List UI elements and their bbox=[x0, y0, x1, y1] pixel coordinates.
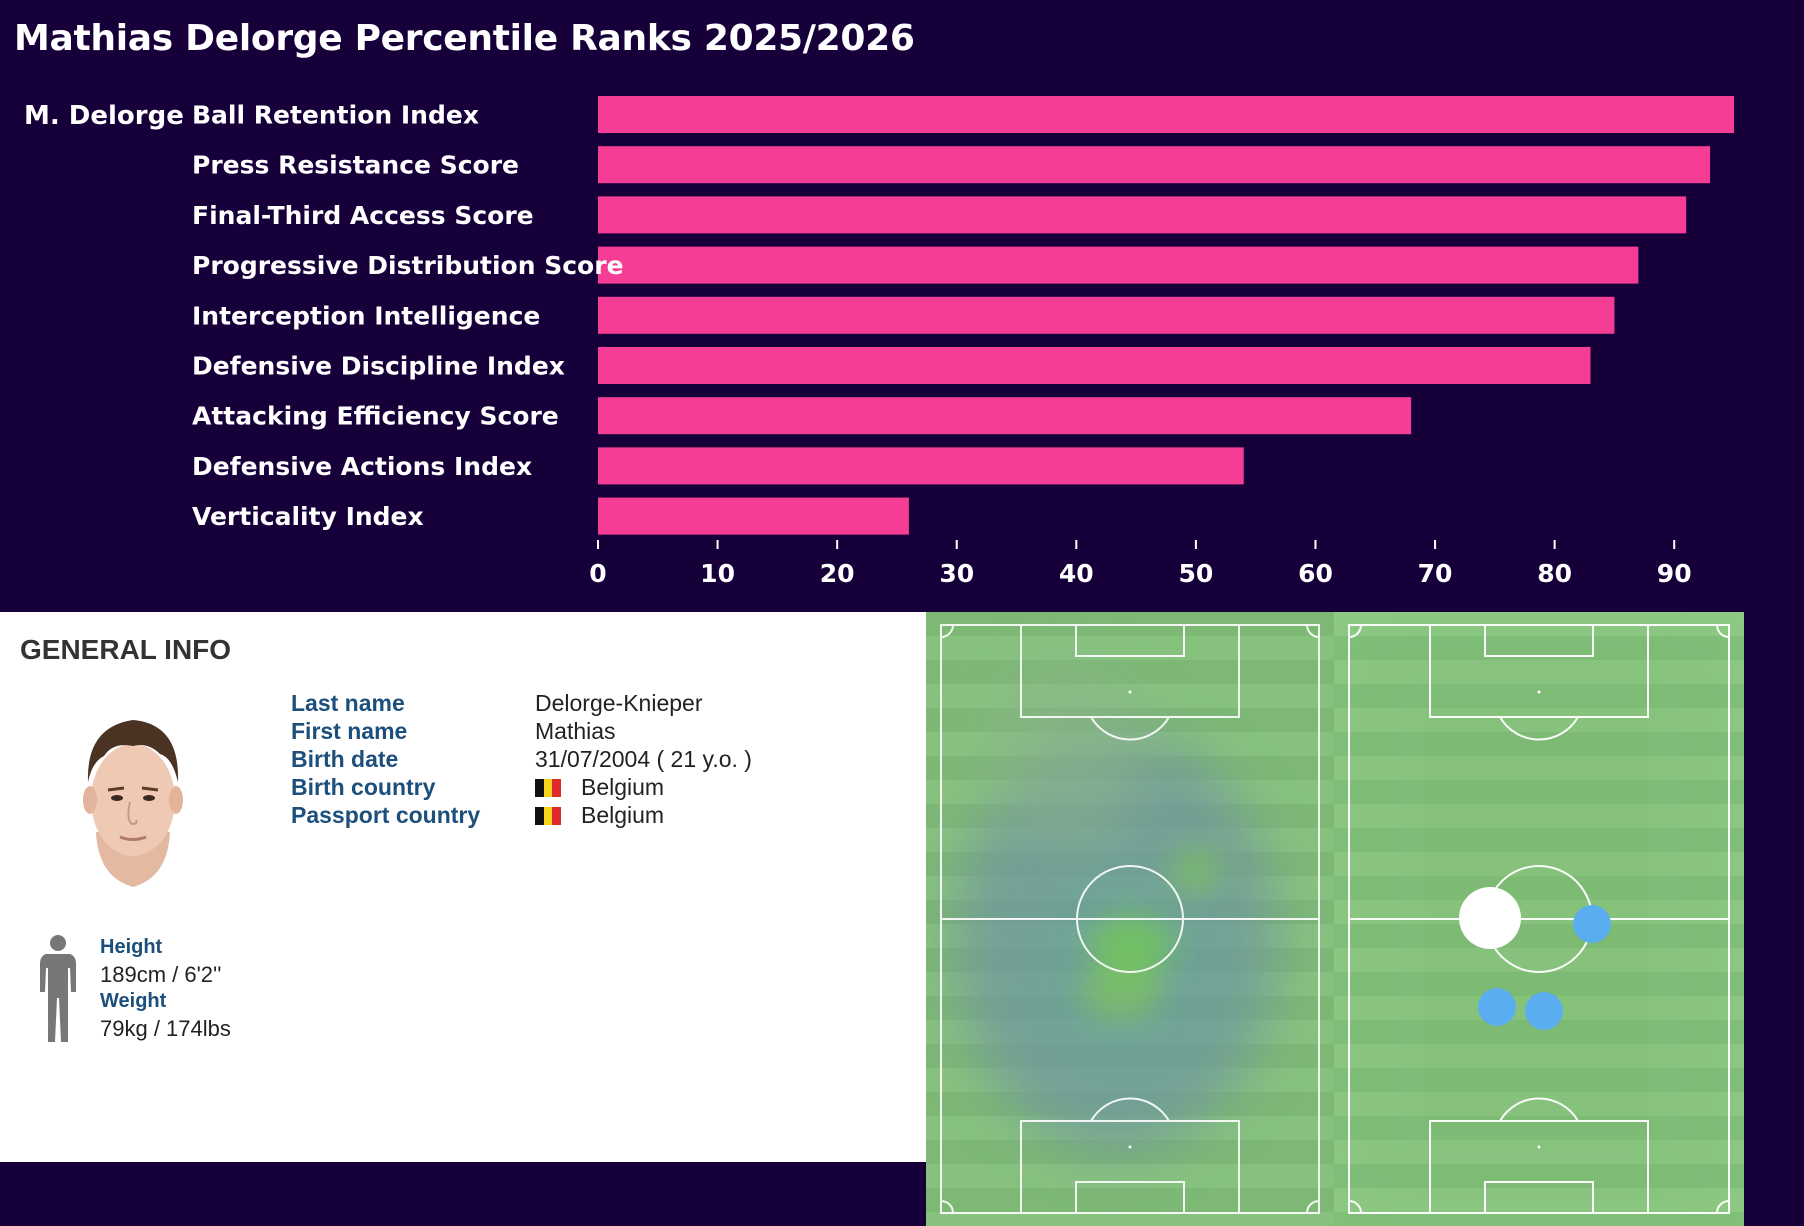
bar-interception-intelligence bbox=[598, 296, 1615, 334]
body-silhouette-icon bbox=[40, 935, 76, 1042]
x-tick-label: 90 bbox=[1657, 559, 1692, 588]
height-label: Height bbox=[100, 936, 163, 958]
belgium-flag-icon bbox=[535, 804, 561, 825]
bar-press-resistance-score bbox=[598, 146, 1711, 184]
category-label: Press Resistance Score bbox=[192, 151, 519, 180]
x-tick-label: 50 bbox=[1178, 559, 1213, 588]
category-label: Defensive Actions Index bbox=[192, 452, 532, 481]
weight-label: Weight bbox=[100, 990, 167, 1012]
general-info-heading: GENERAL INFO bbox=[20, 634, 232, 665]
bar-defensive-actions-index bbox=[598, 447, 1244, 485]
teammate-position-marker bbox=[1573, 905, 1611, 943]
category-label: Defensive Discipline Index bbox=[192, 352, 565, 381]
x-tick-label: 60 bbox=[1298, 559, 1333, 588]
bar-final-third-access-score bbox=[598, 196, 1687, 234]
player-label: M. Delorge bbox=[24, 101, 184, 131]
info-label: Passport country bbox=[291, 802, 481, 828]
category-label: Final-Third Access Score bbox=[192, 201, 534, 230]
info-label: Last name bbox=[291, 690, 405, 716]
info-value: Belgium bbox=[581, 774, 665, 800]
bar-verticality-index bbox=[598, 497, 909, 535]
x-tick-label: 0 bbox=[589, 559, 606, 588]
belgium-flag-icon bbox=[535, 776, 561, 797]
info-label: Birth date bbox=[291, 746, 399, 772]
player-photo bbox=[68, 702, 198, 892]
positions-pitch bbox=[1334, 612, 1744, 1226]
x-tick-label: 40 bbox=[1059, 559, 1094, 588]
category-label: Verticality Index bbox=[192, 502, 424, 531]
x-tick-label: 20 bbox=[820, 559, 855, 588]
percentile-bar-chart: M. Delorge Ball Retention Index Press Res… bbox=[24, 96, 1734, 588]
bar-defensive-discipline-index bbox=[598, 347, 1591, 384]
weight-value: 79kg / 174lbs bbox=[100, 1016, 231, 1041]
chart-title: Mathias Delorge Percentile Ranks 2025/20… bbox=[14, 18, 915, 59]
info-label: First name bbox=[291, 718, 408, 744]
category-label: Progressive Distribution Score bbox=[192, 251, 624, 280]
x-tick-label: 10 bbox=[700, 559, 735, 588]
category-label: Interception Intelligence bbox=[192, 301, 540, 330]
info-value: Belgium bbox=[581, 802, 665, 828]
bar-progressive-distribution-score bbox=[598, 246, 1639, 284]
info-value: 31/07/2004 ( 21 y.o. ) bbox=[535, 746, 752, 772]
teammate-position-marker bbox=[1525, 992, 1563, 1030]
x-tick-label: 80 bbox=[1537, 559, 1572, 588]
player-position-marker bbox=[1459, 887, 1521, 949]
x-tick-label: 30 bbox=[939, 559, 974, 588]
info-label: Birth country bbox=[291, 774, 436, 800]
info-value: Delorge-Knieper bbox=[535, 690, 703, 716]
category-label: Ball Retention Index bbox=[192, 101, 479, 130]
height-value: 189cm / 6'2'' bbox=[100, 962, 222, 987]
bar-ball-retention-index bbox=[598, 96, 1734, 133]
bar-attacking-efficiency-score bbox=[598, 397, 1412, 435]
info-value: Mathias bbox=[535, 718, 616, 744]
heatmap-pitch bbox=[926, 612, 1334, 1226]
general-info-panel: GENERAL INFO Last name Delorge-Knieper F… bbox=[0, 612, 926, 1162]
category-label: Attacking Efficiency Score bbox=[192, 402, 559, 431]
teammate-position-marker bbox=[1478, 988, 1516, 1026]
x-tick-label: 70 bbox=[1418, 559, 1453, 588]
